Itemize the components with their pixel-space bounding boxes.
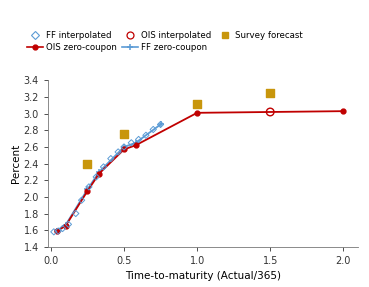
Point	[51, 230, 57, 234]
Point	[194, 101, 200, 106]
Point	[115, 150, 121, 154]
Point	[108, 156, 114, 161]
Point	[60, 226, 66, 231]
Point	[121, 145, 127, 149]
Point	[136, 137, 142, 142]
Point	[128, 141, 134, 145]
Point	[55, 229, 61, 233]
Point	[86, 185, 92, 189]
Point	[267, 110, 273, 114]
Y-axis label: Percent: Percent	[11, 144, 21, 183]
Point	[158, 122, 163, 127]
Point	[121, 132, 127, 137]
Point	[79, 198, 85, 203]
Point	[65, 222, 71, 227]
Point	[93, 174, 99, 179]
Point	[85, 161, 90, 166]
Point	[101, 165, 107, 169]
Legend: FF interpolated, OIS zero-coupon, OIS interpolated, FF zero-coupon, Survey forec: FF interpolated, OIS zero-coupon, OIS in…	[27, 31, 303, 52]
Point	[143, 133, 149, 137]
Point	[73, 211, 79, 216]
X-axis label: Time-to-maturity (Actual/365): Time-to-maturity (Actual/365)	[125, 272, 281, 281]
Point	[267, 91, 273, 95]
Point	[150, 127, 156, 132]
